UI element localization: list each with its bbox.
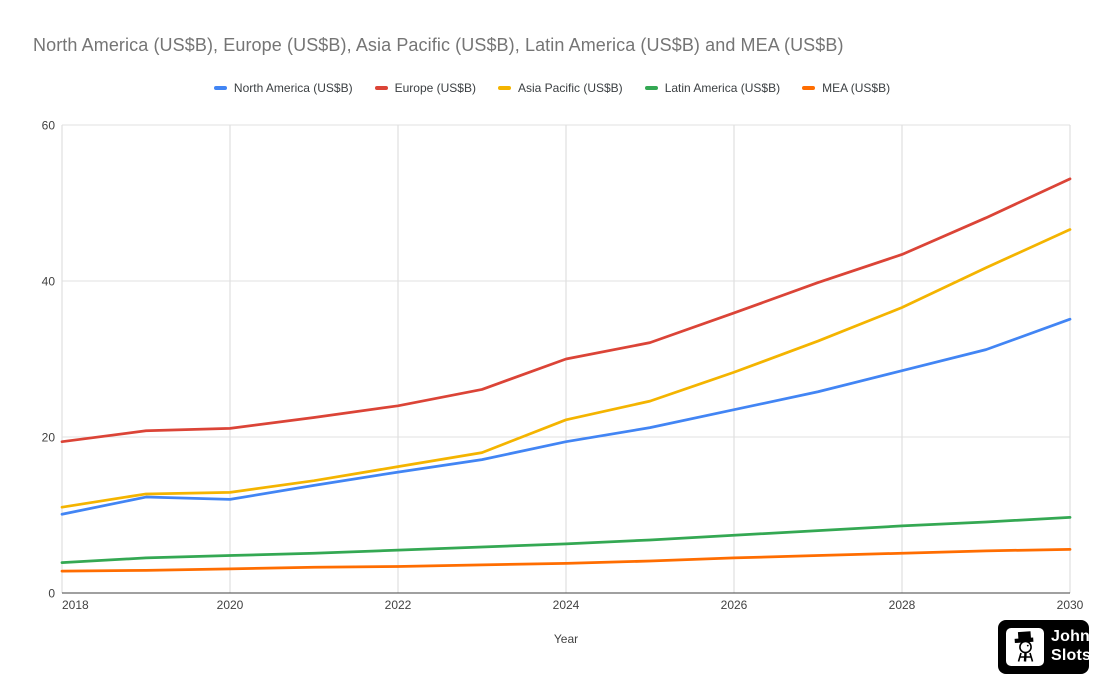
series-line-north-america-us-b	[60, 317, 1072, 516]
legend-item-europe-us-b: Europe (US$B)	[374, 81, 476, 95]
legend-swatch-icon	[213, 86, 227, 90]
legend-swatch-icon	[497, 86, 511, 90]
x-tick-label: 2024	[553, 598, 580, 612]
watermark-line1: John	[1051, 628, 1091, 645]
x-tick-label: 2020	[217, 598, 244, 612]
johnslots-mascot-icon	[1006, 628, 1044, 666]
line-chart: 2018 2020 2022 2024 2026 2028 2030 0 20 40 60	[42, 119, 1084, 613]
x-tick-label: 2018	[62, 598, 89, 612]
chart-legend: North America (US$B) Europe (US$B) Asia Pa…	[0, 80, 1104, 96]
x-tick-label: 2026	[721, 598, 748, 612]
legend-label: North America (US$B)	[233, 81, 353, 95]
legend-swatch-icon	[374, 86, 388, 90]
legend-label: MEA (US$B)	[822, 81, 891, 95]
x-tick-label: 2030	[1057, 598, 1084, 612]
legend-item-north-america-us-b: North America (US$B)	[213, 81, 353, 95]
y-tick-label: 0	[48, 587, 55, 601]
x-axis-title: Year	[553, 632, 579, 646]
legend-swatch-icon	[802, 86, 816, 90]
johnslots-watermark: John Slots	[998, 620, 1091, 674]
series-line-mea-us-b	[60, 547, 1072, 573]
legend-item-latin-america-us-b: Latin America (US$B)	[644, 81, 781, 95]
watermark-line2: Slots	[1051, 647, 1092, 664]
watermark-text: John Slots	[1051, 627, 1091, 665]
series-line-asia-pacific-us-b	[60, 228, 1072, 509]
legend-item-asia-pacific-us-b: Asia Pacific (US$B)	[497, 81, 623, 95]
legend-label: Asia Pacific (US$B)	[517, 81, 623, 95]
series-line-europe-us-b	[60, 177, 1072, 444]
legend-item-mea-us-b: MEA (US$B)	[802, 81, 890, 95]
x-tick-label: 2028	[889, 598, 916, 612]
y-tick-label: 20	[42, 431, 56, 445]
x-tick-label: 2022	[385, 598, 412, 612]
legend-label: Latin America (US$B)	[664, 81, 781, 95]
series-line-latin-america-us-b	[60, 515, 1072, 564]
chart-title: North America (US$B), Europe (US$B), Asi…	[33, 35, 844, 55]
y-tick-label: 40	[42, 275, 56, 289]
legend-label: Europe (US$B)	[394, 81, 476, 95]
y-tick-label: 60	[42, 119, 56, 133]
legend-swatch-icon	[644, 86, 658, 90]
